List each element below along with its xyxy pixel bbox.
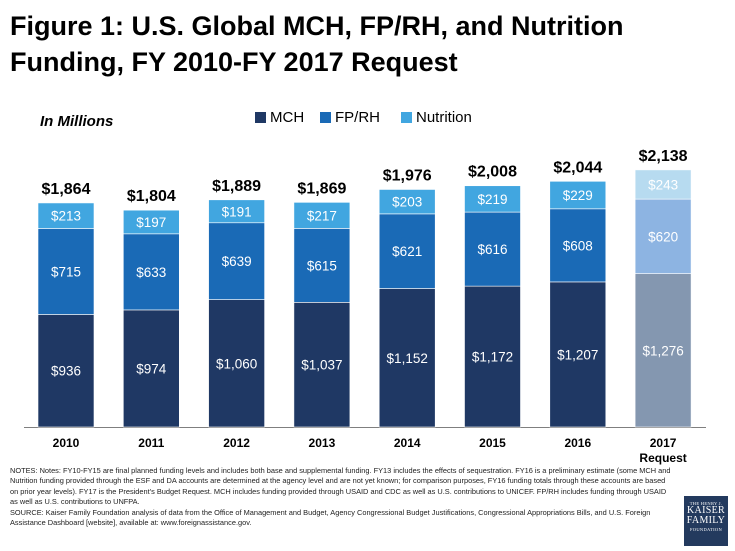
bar-segment-fprh-2013 <box>293 228 351 303</box>
value-label-fprh-2010: $715 <box>51 265 81 280</box>
bar-segment-mch-2017 <box>634 273 692 428</box>
legend-swatch-nutrition <box>401 112 412 123</box>
logo-line-3: FAMILY <box>686 515 726 526</box>
x-tick-label-2014: 2014 <box>394 436 421 450</box>
legend-label-nutrition: Nutrition <box>416 109 472 126</box>
bar-segment-fprh-2016 <box>549 208 607 283</box>
bar-segment-nutrition-2013 <box>293 202 351 229</box>
value-label-mch-2014: $1,152 <box>387 351 428 366</box>
x-tick-label-2010: 2010 <box>53 436 80 450</box>
source-text: SOURCE: Kaiser Family Foundation analysi… <box>10 507 651 528</box>
total-label-2012: $1,889 <box>212 178 261 195</box>
bar-segment-fprh-2012 <box>208 222 265 300</box>
bar-segment-nutrition-2017 <box>634 169 692 200</box>
units-label: In Millions <box>40 113 113 130</box>
value-label-mch-2015: $1,172 <box>472 350 513 365</box>
bar-segment-mch-2011 <box>123 309 180 428</box>
bar-segment-nutrition-2011 <box>123 209 180 235</box>
total-label-2011: $1,804 <box>127 188 176 205</box>
bar-segment-nutrition-2010 <box>37 202 95 229</box>
x-tick-sublabel-2017: Request <box>639 451 686 465</box>
value-label-nutrition-2014: $203 <box>392 195 422 210</box>
bar-segment-mch-2012 <box>208 299 265 428</box>
total-label-2010: $1,864 <box>42 181 91 198</box>
logo-line-4: FOUNDATION <box>690 527 722 532</box>
value-label-mch-2011: $974 <box>136 361 167 376</box>
total-label-2013: $1,869 <box>297 180 346 197</box>
bar-segment-mch-2014 <box>378 288 436 428</box>
notes-text: NOTES: Notes: FY10-FY15 are final planne… <box>10 466 671 507</box>
bar-segment-nutrition-2015 <box>464 185 521 213</box>
value-label-mch-2016: $1,207 <box>557 347 598 362</box>
total-label-2014: $1,976 <box>383 167 432 184</box>
total-label-2016: $2,044 <box>553 159 602 176</box>
legend-label-fprh: FP/RH <box>335 109 380 126</box>
value-label-mch-2012: $1,060 <box>216 356 257 371</box>
legend-label-mch: MCH <box>270 109 304 126</box>
x-tick-label-2015: 2015 <box>479 436 506 450</box>
x-tick-label-2016: 2016 <box>564 436 591 450</box>
x-tick-label-2012: 2012 <box>223 436 250 450</box>
value-label-fprh-2013: $615 <box>307 258 337 273</box>
value-label-mch-2017: $1,276 <box>642 343 683 358</box>
bar-segment-fprh-2010 <box>37 228 95 315</box>
bar-segment-fprh-2017 <box>634 198 692 274</box>
legend-swatch-mch <box>255 112 266 123</box>
x-tick-label-2011: 2011 <box>138 436 164 450</box>
bar-segment-fprh-2011 <box>123 233 180 311</box>
value-label-nutrition-2011: $197 <box>136 215 166 230</box>
bar-segment-nutrition-2016 <box>549 180 607 210</box>
bar-segment-fprh-2015 <box>464 211 521 287</box>
value-label-fprh-2012: $639 <box>222 254 252 269</box>
value-label-mch-2013: $1,037 <box>301 358 342 373</box>
legend-swatch-fprh <box>320 112 331 123</box>
stacked-bar-chart: In Millions MCH FP/RH Nutrition $936 $715 $213… <box>24 109 706 465</box>
bar-segment-mch-2016 <box>549 281 607 428</box>
value-label-nutrition-2016: $229 <box>563 188 593 203</box>
value-label-nutrition-2017: $243 <box>648 177 678 192</box>
chart-title: Figure 1: U.S. Global MCH, FP/RH, and Nu… <box>10 11 624 77</box>
value-label-mch-2010: $936 <box>51 364 81 379</box>
value-label-nutrition-2013: $217 <box>307 208 337 223</box>
x-tick-label-2017: 2017 <box>650 436 677 450</box>
value-label-fprh-2011: $633 <box>136 265 166 280</box>
logo-line-1: THE HENRY J. <box>689 501 723 506</box>
value-label-fprh-2017: $620 <box>648 229 678 244</box>
value-label-fprh-2014: $621 <box>392 244 422 259</box>
value-label-nutrition-2010: $213 <box>51 209 81 224</box>
value-label-nutrition-2015: $219 <box>477 192 507 207</box>
value-label-fprh-2015: $616 <box>477 242 507 257</box>
kff-logo: THE HENRY J. KAISER FAMILY FOUNDATION <box>684 496 728 546</box>
x-tick-label-2013: 2013 <box>309 436 336 450</box>
value-label-fprh-2016: $608 <box>563 238 593 253</box>
value-label-nutrition-2012: $191 <box>222 204 252 219</box>
total-label-2015: $2,008 <box>468 164 517 181</box>
bar-segment-nutrition-2012 <box>208 199 265 224</box>
notes-block: NOTES: Notes: FY10-FY15 are final planne… <box>10 466 672 528</box>
bar-segment-fprh-2014 <box>378 213 436 289</box>
total-label-2017: $2,138 <box>639 148 688 165</box>
logo-line-2: KAISER <box>687 505 725 516</box>
bar-segment-mch-2013 <box>293 302 351 428</box>
bar-segment-mch-2015 <box>464 285 521 428</box>
bar-segment-nutrition-2014 <box>378 189 436 215</box>
bar-segment-mch-2010 <box>37 314 95 428</box>
